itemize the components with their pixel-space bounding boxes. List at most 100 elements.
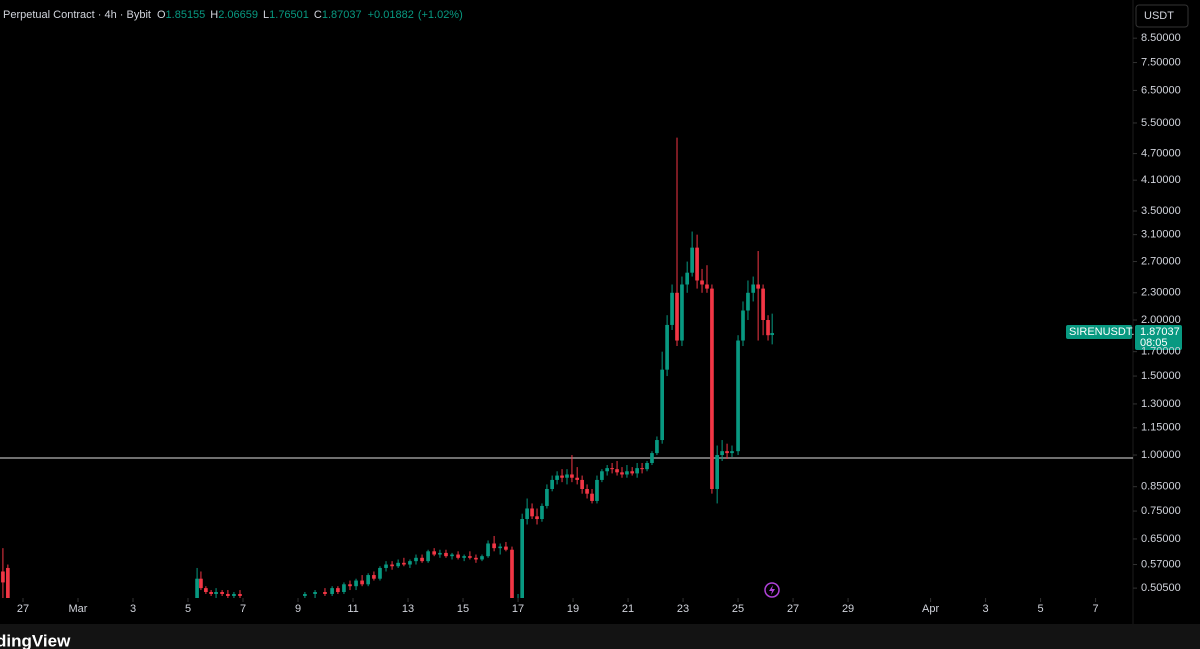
candle-body (354, 580, 358, 587)
y-tick-label: 7.50000 (1141, 56, 1181, 68)
x-tick-label: 11 (347, 603, 358, 615)
candle-body (615, 469, 619, 473)
y-tick-label: 1.70000 (1141, 346, 1181, 358)
candle-body (710, 288, 714, 489)
candle-body (690, 247, 694, 273)
candle-body (432, 551, 436, 555)
candle-body (600, 471, 604, 480)
low-value: 1.76501 (269, 9, 309, 21)
candle-body (474, 557, 478, 560)
x-tick-label: Apr (922, 603, 939, 615)
countdown: 08:05 (1140, 337, 1168, 349)
candle-body (640, 468, 644, 470)
candle-body (313, 592, 317, 594)
candle-body (665, 324, 669, 370)
candle-body (492, 543, 496, 549)
y-tick-label: 1.15000 (1141, 422, 1181, 434)
y-tick-label: 1.00000 (1141, 449, 1181, 461)
candle-body (330, 588, 334, 594)
candle-body (570, 474, 574, 478)
y-tick-label: 0.50500 (1141, 582, 1181, 594)
candle-body (408, 561, 412, 565)
candle-body (680, 284, 684, 341)
candle-body (555, 475, 559, 480)
candle-body (402, 562, 406, 565)
change: +0.01882 (368, 9, 414, 21)
y-tick-label: 5.50000 (1141, 117, 1181, 129)
change-pct: (+1.02%) (418, 9, 463, 21)
event-icon[interactable] (764, 582, 780, 598)
x-tick-label: 7 (1093, 603, 1099, 615)
y-tick-label: 0.57000 (1141, 558, 1181, 570)
candle-body (530, 508, 534, 517)
candle-body (378, 567, 382, 579)
candle-body (450, 554, 454, 557)
candle-body (590, 493, 594, 501)
candle-body (486, 543, 490, 557)
high-value: 2.06659 (218, 9, 258, 21)
x-tick-label: 21 (622, 603, 634, 615)
candle-body (390, 564, 394, 567)
candle-body (565, 474, 569, 478)
candle-body (480, 556, 484, 560)
candle-body (6, 567, 10, 598)
candle-body (560, 475, 564, 478)
y-tick-label: 3.10000 (1141, 229, 1181, 241)
candle-body (360, 580, 364, 585)
candle-body (725, 451, 729, 454)
candle-body (366, 575, 370, 585)
candle-body (525, 508, 529, 520)
y-tick-label: 6.50000 (1141, 84, 1181, 96)
candle-body (226, 593, 230, 596)
candle-body (660, 369, 664, 441)
candle-body (545, 488, 549, 506)
currency-button[interactable] (1135, 4, 1189, 28)
candle-body (204, 588, 208, 593)
x-tick-label: Mar (69, 603, 88, 615)
y-tick-label: 2.00000 (1141, 314, 1181, 326)
candle-body (550, 479, 554, 489)
y-tick-label: 8.50000 (1141, 32, 1181, 44)
candle-body (645, 462, 649, 470)
candle-body (303, 593, 307, 596)
candle-body (655, 440, 659, 454)
x-tick-label: 7 (240, 603, 246, 615)
candle-body (730, 451, 734, 454)
y-tick-label: 0.75000 (1141, 505, 1181, 517)
candle-body (323, 592, 327, 594)
candle-body (720, 451, 724, 456)
open-value: 1.85155 (166, 9, 206, 21)
candle-body (209, 592, 213, 594)
candle-body (498, 546, 502, 549)
candle-body (715, 455, 719, 489)
candle-body (635, 468, 639, 474)
candle-body (770, 333, 774, 336)
candle-body (199, 578, 203, 589)
candle-body (214, 592, 218, 594)
x-tick-label: 29 (842, 603, 854, 615)
y-tick-label: 1.30000 (1141, 398, 1181, 410)
currency-label[interactable]: USDT (1144, 10, 1174, 22)
y-tick-label: 1.50000 (1141, 370, 1181, 382)
candle-body (220, 592, 224, 594)
candle-body (426, 551, 430, 562)
candle-body (630, 471, 635, 474)
x-tick-label: 3 (130, 603, 136, 615)
candle-body (535, 516, 539, 520)
candle-body (741, 310, 745, 341)
x-tick-label: 25 (732, 603, 744, 615)
candle-body (348, 584, 352, 587)
candle-body (510, 549, 514, 598)
last-price-tag (1135, 325, 1182, 350)
candle-body (1, 571, 5, 583)
candle-body (372, 575, 376, 579)
x-tick-label: 27 (787, 603, 799, 615)
candle-body (238, 593, 242, 596)
candle-body (595, 479, 599, 501)
footer (0, 624, 1200, 649)
x-tick-label: 3 (983, 603, 989, 615)
x-tick-label: 19 (567, 603, 579, 615)
candle-body (746, 292, 750, 311)
candle-body (751, 284, 756, 293)
